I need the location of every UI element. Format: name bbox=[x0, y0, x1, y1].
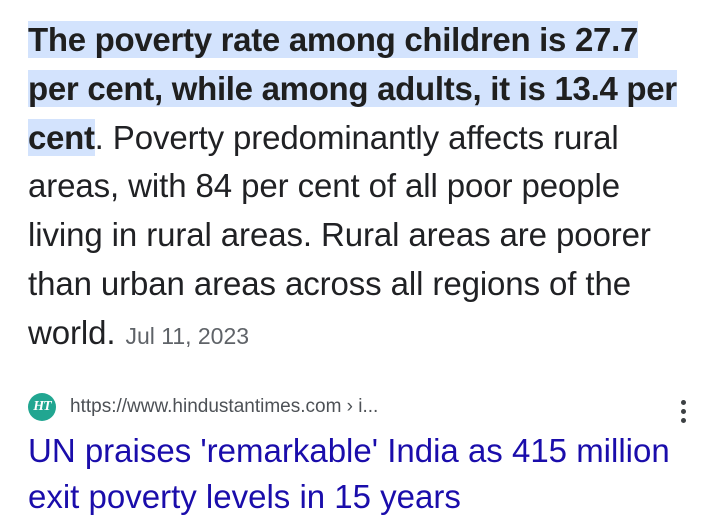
favicon-label: HT bbox=[33, 399, 51, 414]
more-dot-bottom bbox=[680, 417, 686, 423]
source-url[interactable]: https://www.hindustantimes.com › i... bbox=[70, 396, 379, 417]
more-dot-middle bbox=[680, 408, 686, 414]
result-title-link[interactable]: UN praises 'remarkable' India as 415 mil… bbox=[28, 432, 670, 515]
hindustan-times-favicon-icon: HT bbox=[28, 393, 56, 421]
featured-snippet: The poverty rate among children is 27.7 … bbox=[28, 16, 694, 361]
snippet-text: . Poverty predominantly affects rural ar… bbox=[28, 118, 651, 351]
snippet-date: Jul 11, 2023 bbox=[125, 322, 250, 349]
more-dot-top bbox=[680, 399, 686, 405]
more-options-icon[interactable] bbox=[670, 396, 696, 426]
source-row[interactable]: HT https://www.hindustantimes.com › i... bbox=[28, 392, 694, 422]
